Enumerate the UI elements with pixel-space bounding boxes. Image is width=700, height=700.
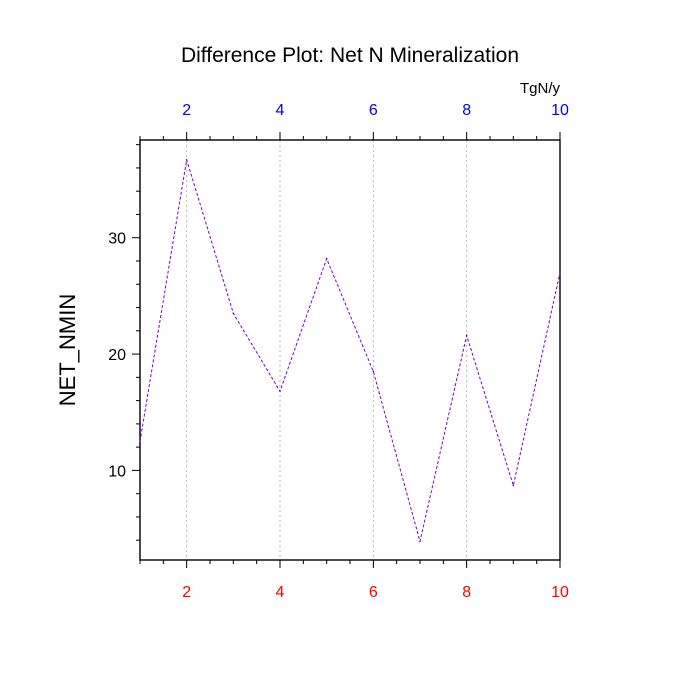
data-point — [279, 390, 281, 393]
y-tick-label: 20 — [108, 347, 126, 364]
data-point — [559, 271, 561, 274]
data-point — [185, 158, 188, 161]
data-point — [419, 540, 421, 543]
series-line — [139, 159, 561, 542]
data-point — [325, 257, 328, 260]
data-point — [465, 334, 468, 337]
x-bottom-tick-label: 8 — [462, 584, 471, 601]
x-top-tick-label: 8 — [462, 102, 471, 119]
x-top-tick-label: 2 — [182, 102, 191, 119]
chart-title: Difference Plot: Net N Mineralization — [180, 44, 520, 67]
data-point — [139, 440, 141, 443]
x-top-tick-label: 6 — [369, 102, 378, 119]
data-point — [372, 370, 375, 373]
data-point — [512, 484, 515, 487]
x-top-tick-label: 10 — [551, 102, 569, 119]
x-bottom-tick-label: 2 — [182, 584, 191, 601]
y-tick-label: 10 — [108, 463, 126, 480]
x-bottom-tick-label: 10 — [551, 584, 569, 601]
y-tick-label: 30 — [108, 231, 126, 248]
data-point — [232, 312, 235, 315]
x-top-tick-label: 4 — [276, 102, 285, 119]
x-bottom-tick-label: 4 — [276, 584, 285, 601]
units-label: TgN/y — [519, 80, 560, 97]
plot-frame — [139, 139, 561, 561]
x-bottom-tick-label: 6 — [369, 584, 378, 601]
